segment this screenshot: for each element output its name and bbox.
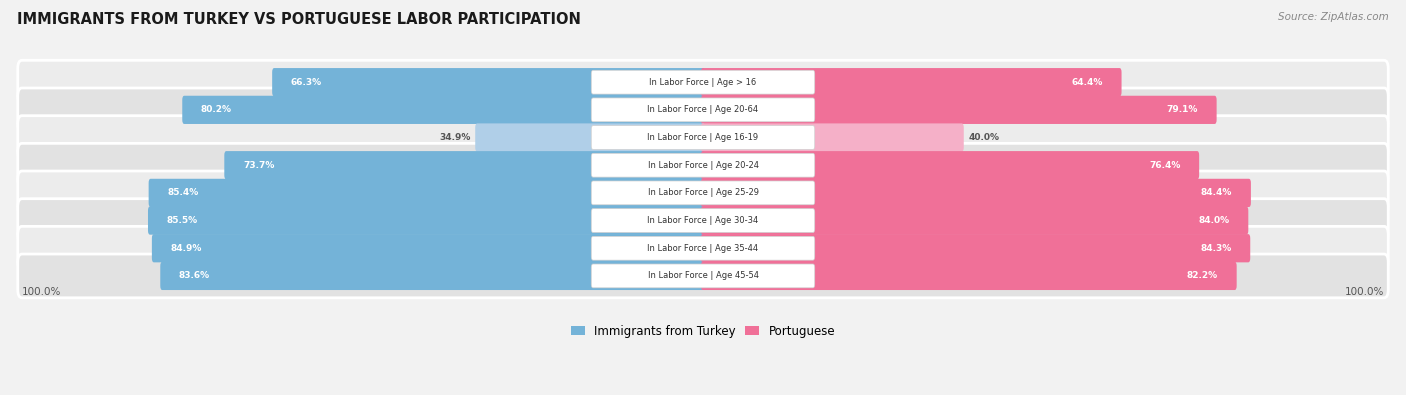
FancyBboxPatch shape	[702, 179, 1251, 207]
Text: 100.0%: 100.0%	[22, 287, 62, 297]
Text: 66.3%: 66.3%	[291, 78, 322, 87]
FancyBboxPatch shape	[18, 60, 1388, 104]
FancyBboxPatch shape	[592, 209, 814, 233]
Text: In Labor Force | Age 45-54: In Labor Force | Age 45-54	[648, 271, 758, 280]
Text: 73.7%: 73.7%	[243, 161, 274, 170]
FancyBboxPatch shape	[702, 123, 963, 152]
FancyBboxPatch shape	[702, 68, 1122, 96]
FancyBboxPatch shape	[18, 116, 1388, 160]
FancyBboxPatch shape	[475, 123, 704, 152]
FancyBboxPatch shape	[148, 207, 704, 235]
FancyBboxPatch shape	[18, 199, 1388, 243]
Text: In Labor Force | Age 30-34: In Labor Force | Age 30-34	[647, 216, 759, 225]
FancyBboxPatch shape	[702, 262, 1237, 290]
Text: In Labor Force | Age 16-19: In Labor Force | Age 16-19	[647, 133, 759, 142]
Text: 76.4%: 76.4%	[1149, 161, 1181, 170]
Text: 84.3%: 84.3%	[1201, 244, 1232, 253]
Text: 85.5%: 85.5%	[166, 216, 198, 225]
FancyBboxPatch shape	[18, 254, 1388, 298]
FancyBboxPatch shape	[160, 262, 704, 290]
Text: 80.2%: 80.2%	[201, 105, 232, 115]
FancyBboxPatch shape	[149, 179, 704, 207]
Text: In Labor Force | Age > 16: In Labor Force | Age > 16	[650, 78, 756, 87]
Text: 84.9%: 84.9%	[170, 244, 202, 253]
FancyBboxPatch shape	[592, 264, 814, 288]
Text: IMMIGRANTS FROM TURKEY VS PORTUGUESE LABOR PARTICIPATION: IMMIGRANTS FROM TURKEY VS PORTUGUESE LAB…	[17, 12, 581, 27]
Text: 84.4%: 84.4%	[1201, 188, 1232, 198]
Text: 83.6%: 83.6%	[179, 271, 209, 280]
Text: In Labor Force | Age 20-64: In Labor Force | Age 20-64	[647, 105, 759, 115]
FancyBboxPatch shape	[592, 153, 814, 177]
Text: 84.0%: 84.0%	[1198, 216, 1230, 225]
FancyBboxPatch shape	[592, 181, 814, 205]
Text: 34.9%: 34.9%	[439, 133, 471, 142]
Text: 82.2%: 82.2%	[1187, 271, 1218, 280]
FancyBboxPatch shape	[702, 151, 1199, 179]
FancyBboxPatch shape	[18, 143, 1388, 187]
Text: 40.0%: 40.0%	[969, 133, 1000, 142]
Text: 79.1%: 79.1%	[1167, 105, 1198, 115]
Text: In Labor Force | Age 25-29: In Labor Force | Age 25-29	[648, 188, 758, 198]
Text: 85.4%: 85.4%	[167, 188, 198, 198]
Text: 100.0%: 100.0%	[1344, 287, 1384, 297]
Legend: Immigrants from Turkey, Portuguese: Immigrants from Turkey, Portuguese	[565, 320, 841, 342]
FancyBboxPatch shape	[183, 96, 704, 124]
FancyBboxPatch shape	[18, 171, 1388, 215]
FancyBboxPatch shape	[18, 226, 1388, 270]
FancyBboxPatch shape	[18, 88, 1388, 132]
FancyBboxPatch shape	[702, 96, 1216, 124]
Text: In Labor Force | Age 20-24: In Labor Force | Age 20-24	[648, 161, 758, 170]
FancyBboxPatch shape	[702, 234, 1250, 262]
FancyBboxPatch shape	[592, 126, 814, 149]
Text: 64.4%: 64.4%	[1071, 78, 1102, 87]
FancyBboxPatch shape	[592, 98, 814, 122]
FancyBboxPatch shape	[592, 236, 814, 260]
FancyBboxPatch shape	[273, 68, 704, 96]
Text: In Labor Force | Age 35-44: In Labor Force | Age 35-44	[647, 244, 759, 253]
Text: Source: ZipAtlas.com: Source: ZipAtlas.com	[1278, 12, 1389, 22]
FancyBboxPatch shape	[225, 151, 704, 179]
FancyBboxPatch shape	[702, 207, 1249, 235]
FancyBboxPatch shape	[592, 70, 814, 94]
FancyBboxPatch shape	[152, 234, 704, 262]
